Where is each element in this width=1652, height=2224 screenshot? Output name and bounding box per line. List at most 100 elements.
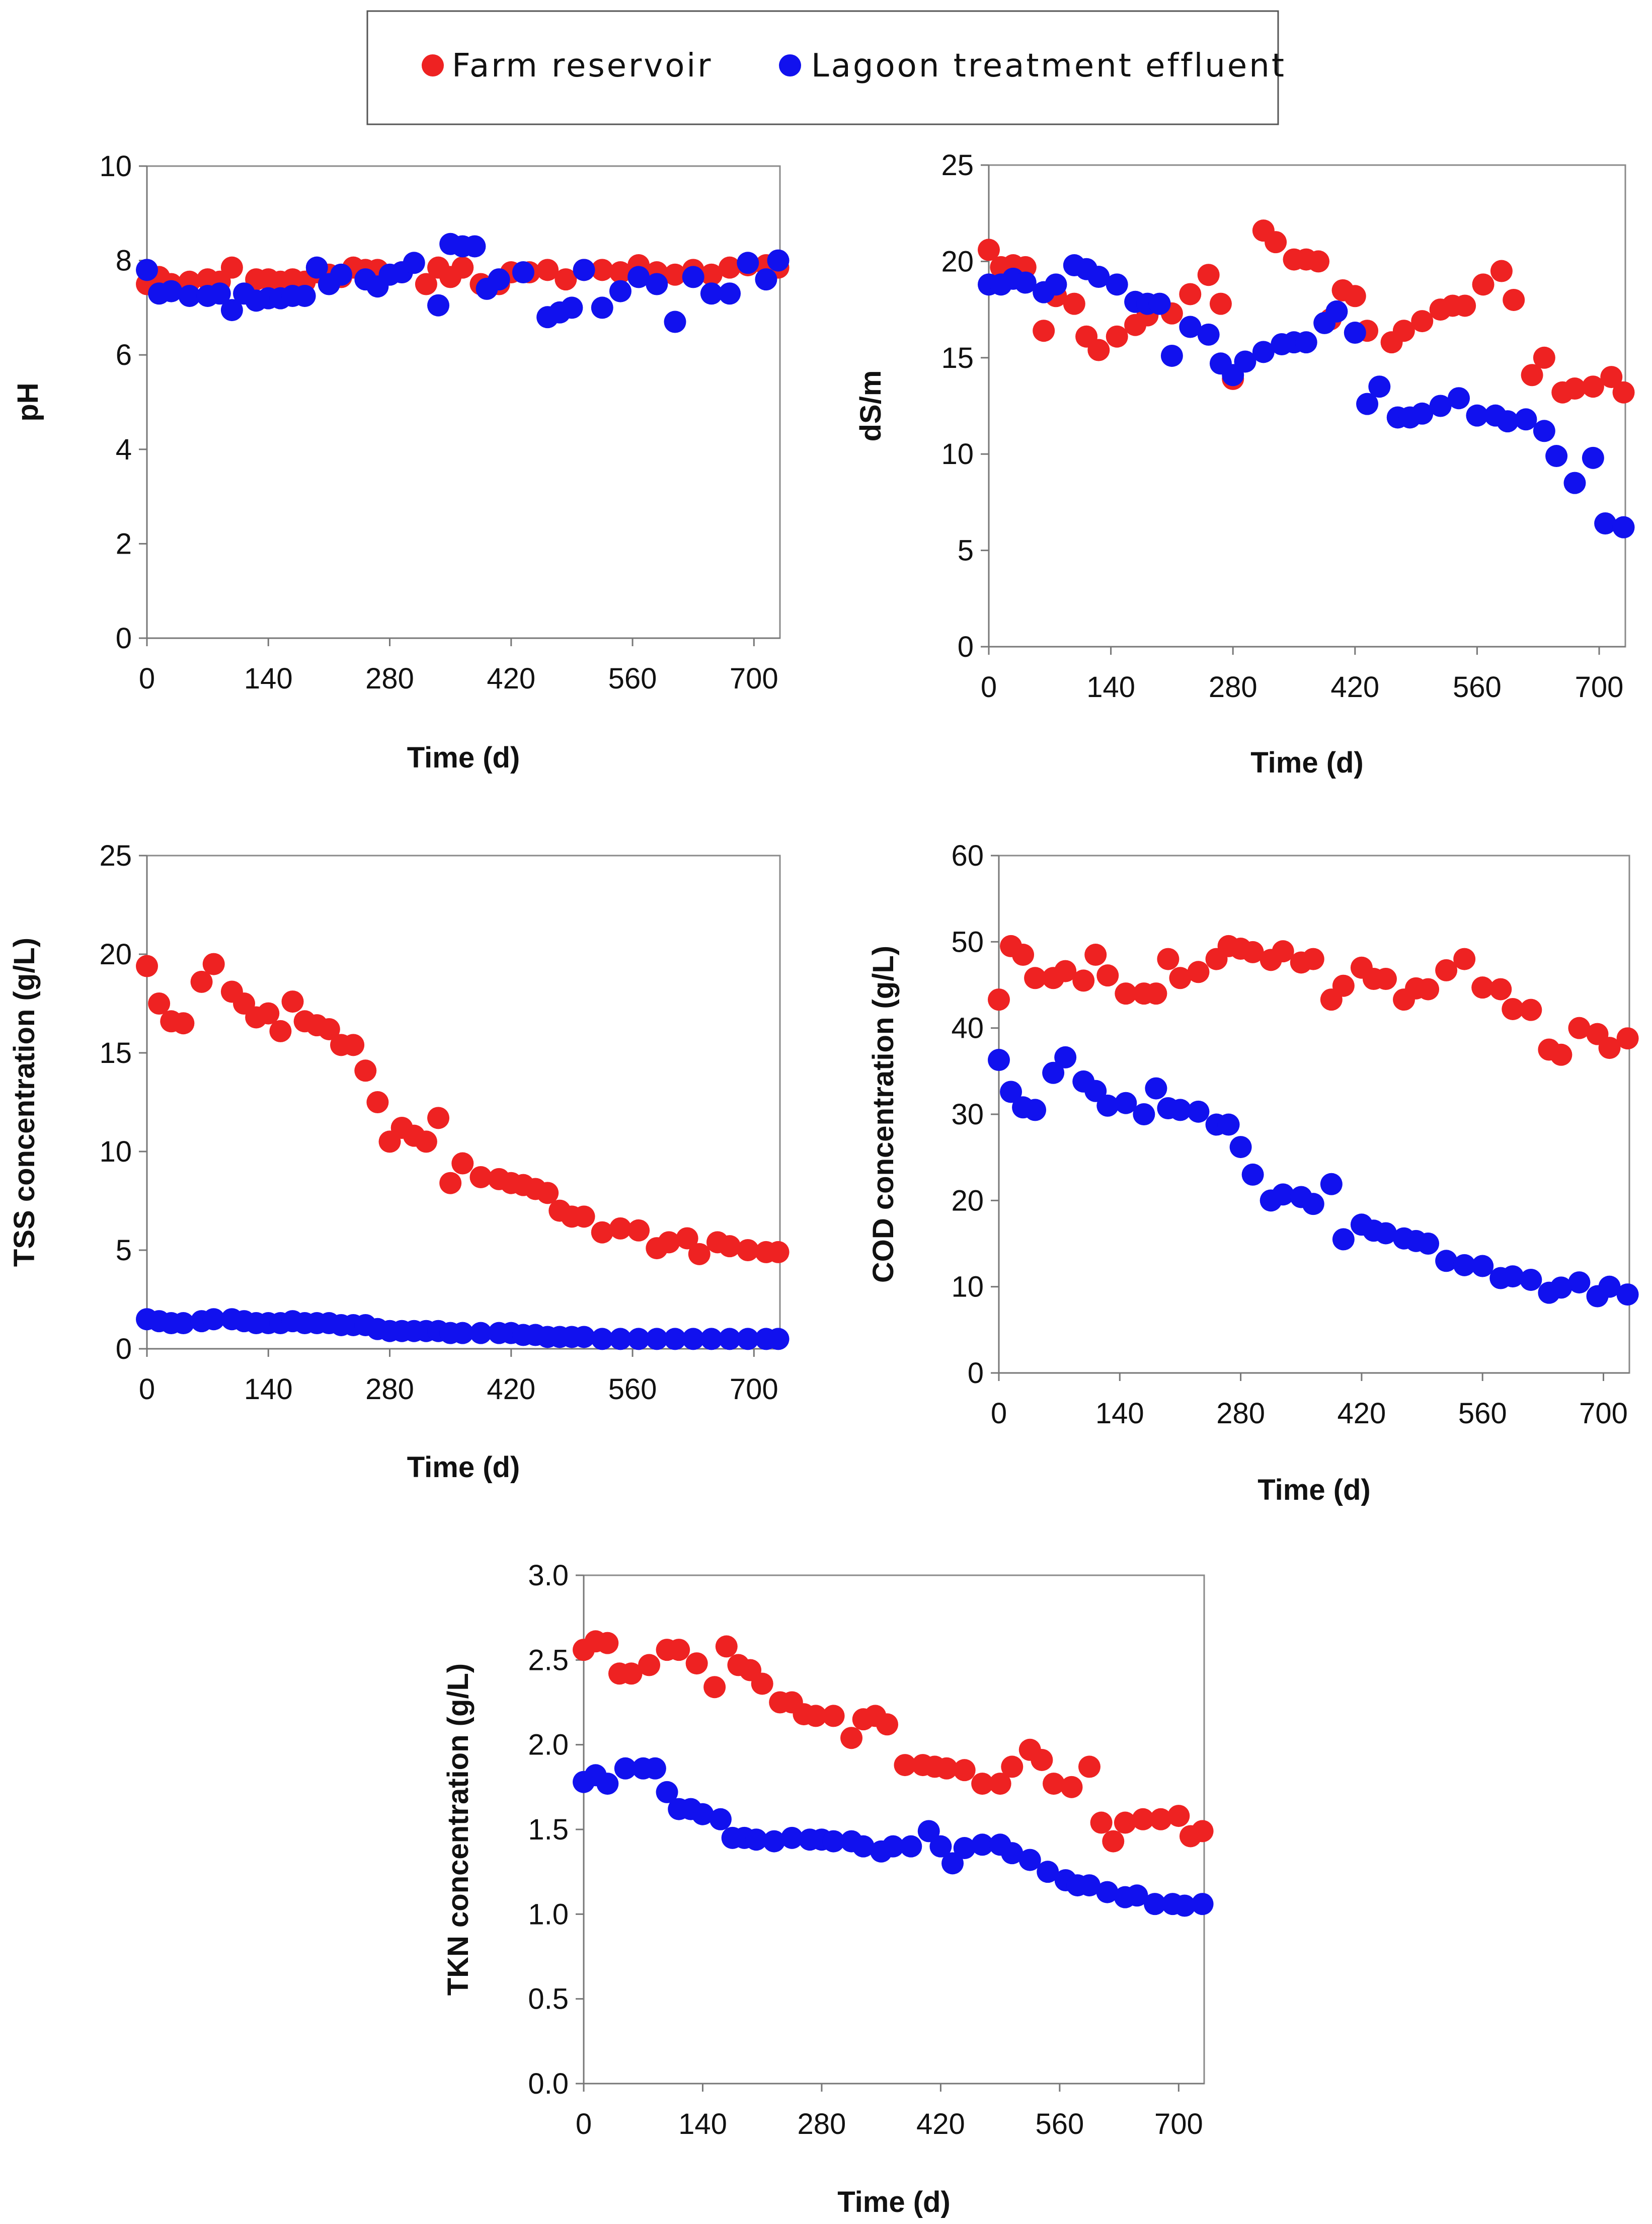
x-tick-label-cod: 700 bbox=[1579, 1397, 1628, 1430]
data-point-farm-reservoir bbox=[1344, 285, 1366, 308]
y-tick-label-cod: 40 bbox=[951, 1012, 984, 1045]
data-point-lagoon-treatment-effluent bbox=[1145, 1077, 1167, 1100]
y-tick-label-tss: 25 bbox=[99, 839, 132, 872]
x-tick-label-tkn: 140 bbox=[678, 2108, 727, 2140]
chart-cod: 0 10 20 30 40 50 60 0 140 280 420 560 700 Time (d) COD… bbox=[867, 839, 1639, 1506]
data-point-lagoon-treatment-effluent bbox=[882, 1835, 904, 1858]
data-point-lagoon-treatment-effluent bbox=[1179, 316, 1202, 338]
y-tick-label-cod: 60 bbox=[951, 839, 984, 872]
y-tick-label-ph: 4 bbox=[116, 433, 132, 466]
data-point-lagoon-treatment-effluent bbox=[1229, 1136, 1252, 1159]
y-tick-label-tss: 0 bbox=[116, 1333, 132, 1365]
chart-tkn: 0.0 0.5 1.0 1.5 2.0 2.5 3.0 0 140 280 420 560 700 Tim… bbox=[442, 1559, 1214, 2218]
series-farm-reservoir-cod bbox=[988, 935, 1639, 1066]
legend-label-lagoon-effluent: Lagoon treatment effluent bbox=[811, 47, 1286, 85]
data-point-lagoon-treatment-effluent bbox=[656, 1781, 678, 1803]
data-point-farm-reservoir bbox=[1502, 998, 1524, 1020]
data-point-lagoon-treatment-effluent bbox=[1014, 271, 1037, 294]
data-point-lagoon-treatment-effluent bbox=[293, 284, 316, 307]
y-tick-label-tss: 10 bbox=[99, 1135, 132, 1168]
data-point-lagoon-treatment-effluent bbox=[971, 1833, 994, 1856]
data-point-lagoon-treatment-effluent bbox=[202, 1308, 225, 1331]
data-point-farm-reservoir bbox=[1550, 1043, 1572, 1066]
data-point-lagoon-treatment-effluent bbox=[700, 1328, 723, 1350]
data-point-farm-reservoir bbox=[1191, 1820, 1214, 1843]
data-point-farm-reservoir bbox=[1503, 288, 1525, 311]
data-point-lagoon-treatment-effluent bbox=[822, 1830, 845, 1853]
data-point-farm-reservoir bbox=[573, 1205, 595, 1228]
x-tick-label-tkn: 0 bbox=[576, 2108, 592, 2140]
data-point-farm-reservoir bbox=[1411, 310, 1434, 333]
plot-area-tss bbox=[146, 855, 781, 1350]
data-point-lagoon-treatment-effluent bbox=[1078, 1874, 1100, 1897]
y-tick-label-ec: 25 bbox=[941, 149, 974, 182]
data-point-farm-reservoir bbox=[427, 1107, 450, 1129]
y-tick-label-tkn: 0.5 bbox=[528, 1983, 569, 2016]
data-point-lagoon-treatment-effluent bbox=[305, 256, 328, 279]
data-point-farm-reservoir bbox=[202, 953, 225, 975]
data-point-lagoon-treatment-effluent bbox=[1429, 395, 1452, 417]
data-point-lagoon-treatment-effluent bbox=[1106, 273, 1128, 296]
data-point-farm-reservoir bbox=[1096, 964, 1119, 987]
data-point-farm-reservoir bbox=[1616, 1027, 1639, 1050]
x-tick-label-ph: 0 bbox=[139, 662, 155, 695]
series-farm-reservoir-tkn bbox=[573, 1630, 1214, 1853]
data-point-farm-reservoir bbox=[1563, 377, 1586, 400]
data-point-farm-reservoir bbox=[1435, 959, 1458, 981]
x-tick-label-ec: 560 bbox=[1453, 671, 1502, 704]
data-point-farm-reservoir bbox=[555, 268, 577, 291]
y-tick-label-cod: 50 bbox=[951, 926, 984, 958]
data-point-farm-reservoir bbox=[1169, 967, 1192, 989]
data-point-farm-reservoir bbox=[1568, 1017, 1591, 1039]
data-point-lagoon-treatment-effluent bbox=[1612, 516, 1635, 539]
data-point-lagoon-treatment-effluent bbox=[1515, 408, 1537, 431]
data-point-lagoon-treatment-effluent bbox=[1325, 300, 1348, 323]
data-point-farm-reservoir bbox=[1489, 978, 1512, 1001]
data-point-lagoon-treatment-effluent bbox=[917, 1820, 940, 1843]
data-point-farm-reservoir bbox=[971, 1773, 994, 1795]
data-point-farm-reservoir bbox=[840, 1727, 863, 1749]
data-point-farm-reservoir bbox=[1392, 320, 1415, 342]
data-point-farm-reservoir bbox=[688, 1243, 711, 1265]
x-tick-label-ph: 280 bbox=[365, 662, 414, 695]
data-point-lagoon-treatment-effluent bbox=[573, 259, 595, 281]
data-point-farm-reservoir bbox=[1612, 381, 1635, 404]
data-point-lagoon-treatment-effluent bbox=[1018, 1849, 1041, 1871]
y-axis-title-tkn: TKN concentration (g/L) bbox=[442, 1663, 475, 1996]
data-point-farm-reservoir bbox=[1012, 944, 1035, 966]
data-point-lagoon-treatment-effluent bbox=[852, 1835, 875, 1858]
data-point-lagoon-treatment-effluent bbox=[1241, 1163, 1264, 1186]
data-point-lagoon-treatment-effluent bbox=[1024, 1099, 1047, 1121]
data-point-lagoon-treatment-effluent bbox=[719, 282, 741, 305]
data-point-lagoon-treatment-effluent bbox=[1045, 273, 1067, 296]
data-point-farm-reservoir bbox=[342, 1034, 365, 1056]
data-point-lagoon-treatment-effluent bbox=[1001, 1842, 1024, 1865]
data-point-farm-reservoir bbox=[1114, 1811, 1136, 1834]
data-point-farm-reservoir bbox=[1533, 346, 1555, 369]
data-point-farm-reservoir bbox=[805, 1705, 827, 1727]
y-tick-label-ec: 15 bbox=[941, 342, 974, 374]
data-point-lagoon-treatment-effluent bbox=[1084, 1080, 1107, 1102]
x-tick-label-ph: 560 bbox=[608, 662, 657, 695]
data-point-lagoon-treatment-effluent bbox=[1417, 1233, 1440, 1255]
data-point-farm-reservoir bbox=[415, 273, 437, 295]
data-point-farm-reservoir bbox=[415, 1130, 437, 1153]
data-point-farm-reservoir bbox=[591, 259, 613, 281]
chart-ph: 0 2 4 6 8 10 0 140 280 420 560 700 Time (d) pH bbox=[12, 150, 790, 774]
data-point-farm-reservoir bbox=[719, 1235, 741, 1258]
data-point-lagoon-treatment-effluent bbox=[1234, 350, 1256, 373]
data-point-farm-reservoir bbox=[1054, 960, 1077, 982]
data-point-farm-reservoir bbox=[1209, 292, 1232, 315]
data-point-farm-reservoir bbox=[989, 1773, 1011, 1795]
data-point-farm-reservoir bbox=[1001, 1755, 1024, 1778]
data-point-farm-reservoir bbox=[609, 261, 632, 284]
data-point-lagoon-treatment-effluent bbox=[1582, 446, 1604, 469]
data-point-farm-reservoir bbox=[451, 1152, 474, 1175]
data-point-lagoon-treatment-effluent bbox=[1252, 341, 1275, 363]
data-point-farm-reservoir bbox=[1084, 944, 1107, 966]
data-point-farm-reservoir bbox=[1454, 294, 1476, 317]
data-point-farm-reservoir bbox=[1472, 273, 1494, 296]
data-point-farm-reservoir bbox=[220, 256, 243, 279]
data-point-lagoon-treatment-effluent bbox=[1616, 1283, 1639, 1306]
data-point-lagoon-treatment-effluent bbox=[1594, 512, 1617, 535]
